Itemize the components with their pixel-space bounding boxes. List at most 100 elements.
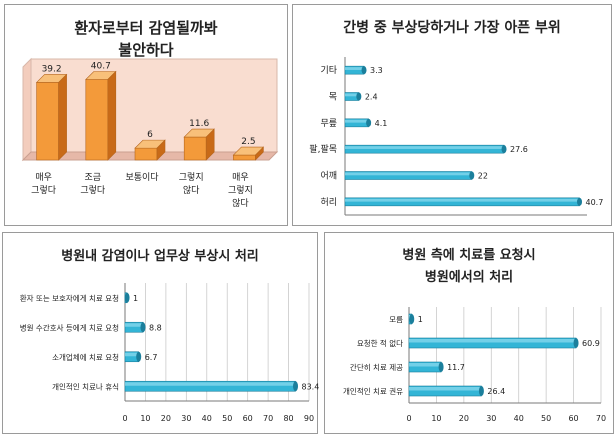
x-tick-label: 60 [568,414,578,423]
category-label: 매우 [35,172,52,183]
bar-front [233,154,256,161]
x-tick-label: 70 [263,414,273,423]
category-label: 어깨 [320,170,337,182]
bar-end-cap [478,386,484,396]
chart-panel-injury-handling: 병원내 감염이나 업무상 부상시 처리 0 10 20 30 40 50 60 70 80 90 1… [2,232,320,434]
x-tick-label: 10 [431,414,441,423]
bar-end-cap [469,171,475,180]
x-tick-label: 10 [140,414,150,423]
chart-panel-hospital-response: 병원 측에 치료를 요청시 병원에서의 처리 0 10 20 30 40 50 60 70 1 모… [324,232,614,434]
data-label: 26.4 [487,387,505,396]
category-label: 조금 [85,172,102,183]
category-label: 기타 [320,65,337,76]
data-label: 40.7 [586,198,604,207]
data-label: 2.5 [241,137,255,147]
data-label: 40.7 [91,62,111,72]
chart-title-line-1: 간병 중 부상당하거나 가장 아픈 부위 [343,20,561,36]
bar-highlight [409,363,442,367]
chart-title-line-1: 환자로부터 감염될까봐 [74,19,218,37]
category-label: 그렇다 [80,185,106,196]
data-label: 6 [147,130,153,140]
data-label: 11.7 [447,363,465,372]
category-label: 그렇지 [228,185,253,196]
category-label: 매우 [232,172,249,183]
bar-end-cap [293,381,299,392]
x-tick-label: 30 [181,414,191,423]
bar-highlight [345,93,359,97]
x-tick-label: 90 [304,414,314,423]
data-label: 83.4 [302,382,320,391]
x-tick-label: 30 [486,414,496,423]
data-label: 2.4 [365,93,378,102]
bar-end-cap [409,314,415,324]
bar-highlight [345,146,505,149]
category-label: 개인적인 치료나 휴식 [52,381,119,391]
x-tick-label: 70 [596,414,606,423]
category-label: 환자 또는 보호자에게 치료 요청 [20,293,119,303]
category-label: 요청한 적 없다 [357,338,403,348]
category-label: 모름 [389,315,403,324]
category-label: 그렇지 [179,172,204,183]
x-tick-label: 50 [222,414,232,423]
bar-side [255,146,264,161]
bar-end-cap [361,66,367,75]
chart-title-line-1: 병원내 감염이나 업무상 부상시 처리 [61,249,259,264]
bar-highlight [345,172,472,176]
x-tick-label: 0 [406,414,411,423]
bar-highlight [345,198,580,202]
data-label: 60.9 [582,339,600,348]
bar-side [156,139,166,161]
data-label: 22 [478,172,488,181]
chart-side-wall [22,57,32,162]
bar-end-cap [356,92,362,101]
data-label: 8.8 [149,323,162,332]
x-tick-label: 40 [514,414,524,423]
bar-end-cap [124,292,130,303]
category-label: 그렇다 [31,185,57,196]
bar-end-cap [136,351,142,362]
category-label: 허리 [320,197,337,208]
category-label: 소개업체에 치료 요청 [52,352,119,362]
data-label: 6.7 [145,353,158,362]
chart-title-line-2: 불안하다 [118,41,174,59]
chart-title-line-1: 병원 측에 치료를 요청시 [402,248,536,263]
bar-side [58,73,67,161]
x-tick-label: 20 [459,414,469,423]
data-label: 27.6 [510,145,528,154]
category-label: 개인적인 치료 권유 [343,386,403,396]
data-label: 11.6 [189,119,209,129]
bar-end-cap [140,322,146,333]
chart-title: 환자로부터 감염될까봐 불안하다 [5,17,287,61]
x-tick-label: 50 [541,414,551,423]
bar-chart-horizontal: 0 10 20 30 40 50 60 70 1 모름 60.9 요청한 적 없다 11.7 간단히 치료… [343,307,606,423]
category-label: 않다 [183,185,200,196]
bar-front [134,147,158,161]
bar-chart-horizontal: 0 10 20 30 40 50 60 70 80 90 1 환자 또는 보호자에게 치료 요청 8.8… [20,283,320,423]
category-label: 간단히 치료 제공 [350,362,403,372]
bar-highlight [409,387,482,391]
chart-title: 병원내 감염이나 업무상 부상시 처리 [3,247,317,267]
bar-end-cap [573,338,579,348]
data-label: 4.1 [375,119,388,128]
chart-title: 간병 중 부상당하거나 가장 아픈 부위 [293,17,611,39]
chart-title: 병원 측에 치료를 요청시 병원에서의 처리 [325,245,613,289]
bar-end-cap [366,118,372,127]
bar-highlight [125,352,139,357]
chart-back-wall [30,58,278,153]
bar-end-cap [501,145,507,154]
category-label: 않다 [232,198,249,209]
bar-front [36,82,59,161]
bar-side [107,70,117,161]
chart-panel-injury-body-part: 간병 중 부상당하거나 가장 아픈 부위 3.3 기타 2.4 목 4.1 무릎 27.6 팔… [292,4,612,226]
data-label: 39.2 [42,64,62,74]
data-label: 1 [418,315,423,324]
category-label: 무릎 [320,118,337,129]
x-tick-label: 80 [283,414,293,423]
bar-highlight [345,67,365,70]
bar-end-cap [438,362,444,372]
x-tick-label: 0 [122,414,127,423]
category-label: 목 [329,92,337,103]
x-tick-label: 20 [161,414,171,423]
category-label: 보통이다 [125,172,159,183]
